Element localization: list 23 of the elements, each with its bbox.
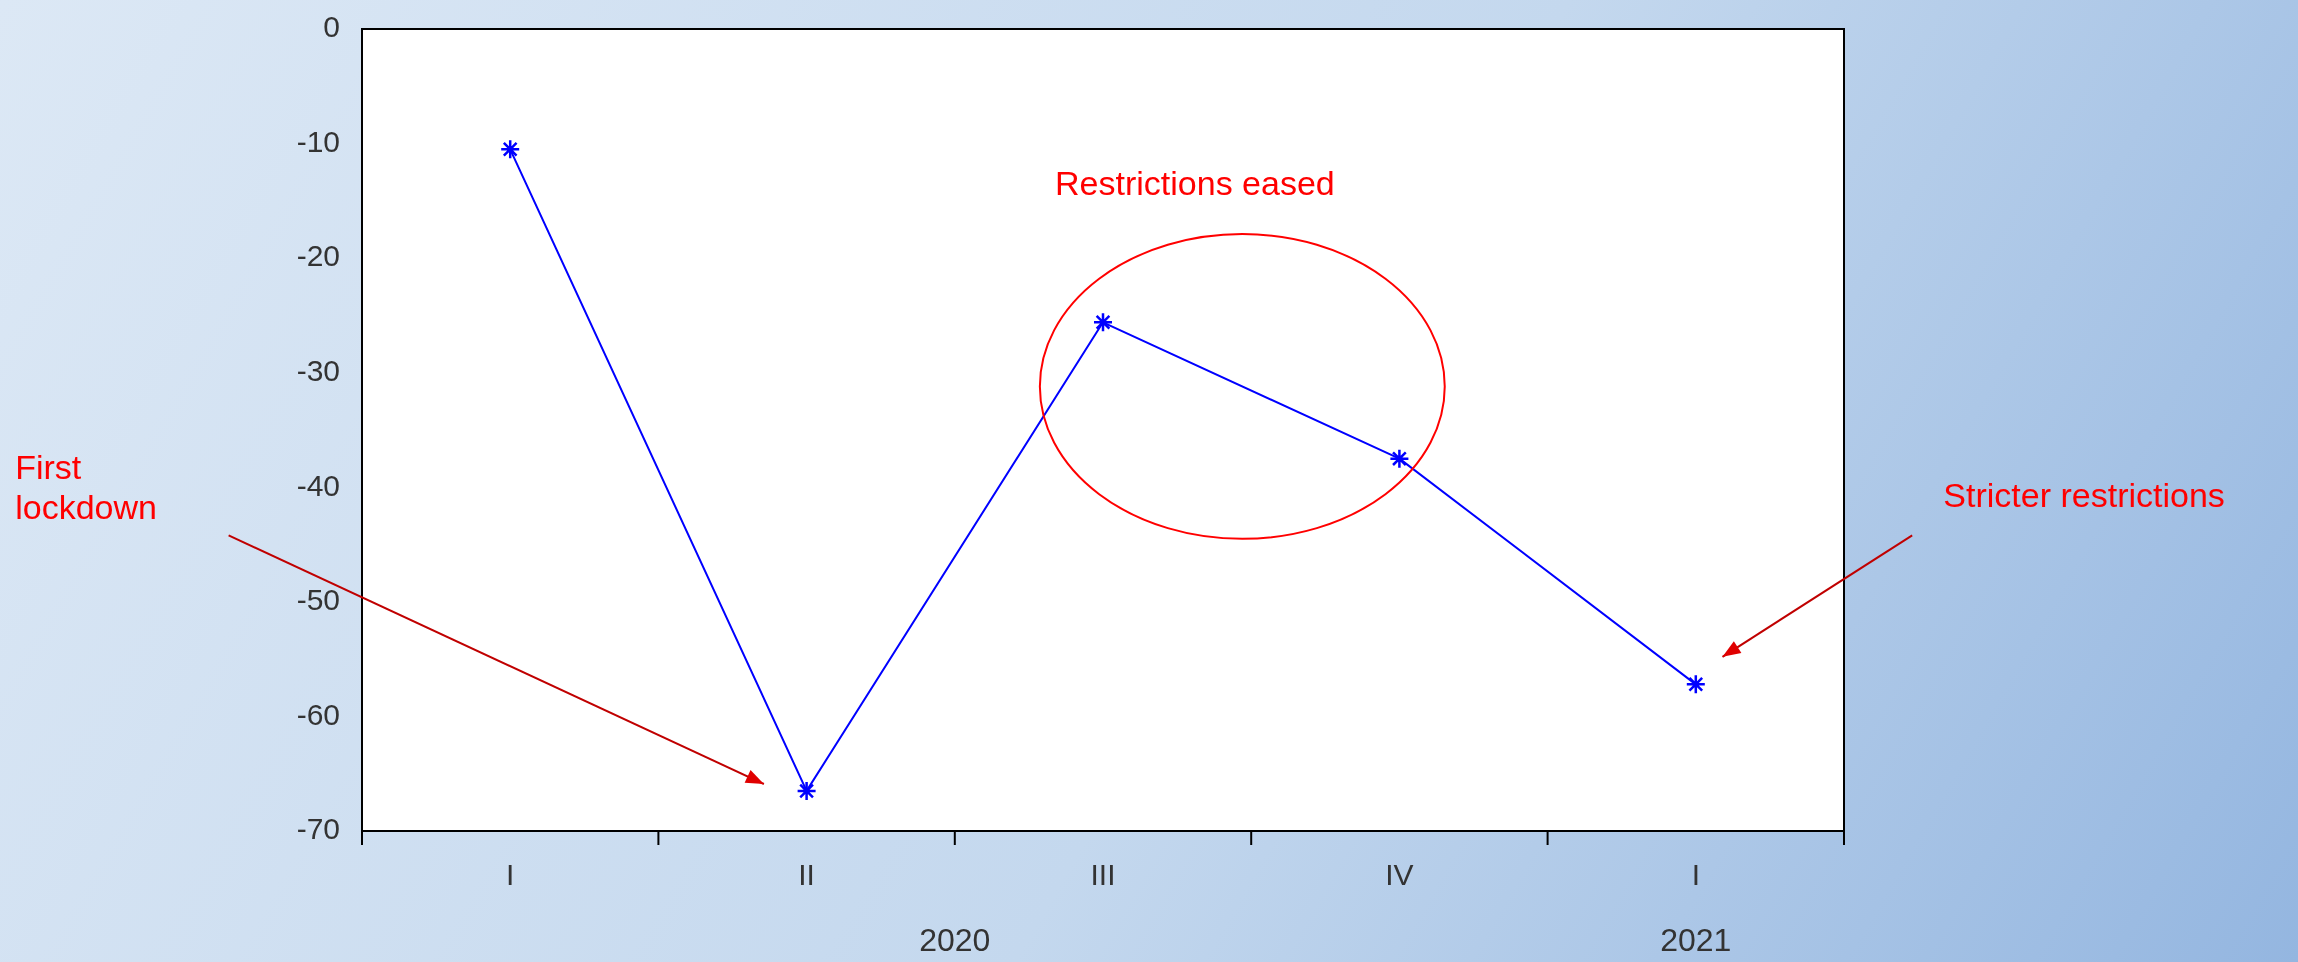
point (1389, 448, 1410, 469)
text: Stricter restrictions (1943, 475, 2225, 516)
point (796, 780, 817, 802)
point (1685, 674, 1707, 695)
y-tick-label: -70 (296, 812, 340, 846)
point (1092, 312, 1114, 333)
text: 2020 (919, 922, 991, 959)
y-tick-label: 0 (323, 10, 340, 44)
y-tick-label: -10 (296, 124, 340, 158)
x-tick-label: I (1691, 858, 1700, 892)
text: First lockdown (15, 446, 158, 527)
y-tick-label: -50 (296, 583, 340, 617)
x-tick-label: III (1090, 858, 1116, 892)
y-tick-label: -60 (296, 697, 340, 731)
point (499, 139, 521, 160)
y-tick-label: -30 (296, 353, 340, 387)
x-tick-label: II (798, 858, 815, 892)
x-tick-label: I (506, 858, 515, 892)
y-tick-label: -20 (296, 239, 340, 273)
text: 2021 (1660, 922, 1732, 959)
y-tick-label: -40 (296, 468, 340, 502)
x-tick-label: IV (1385, 858, 1414, 892)
annotation: Restrictions eased (1055, 162, 1335, 203)
